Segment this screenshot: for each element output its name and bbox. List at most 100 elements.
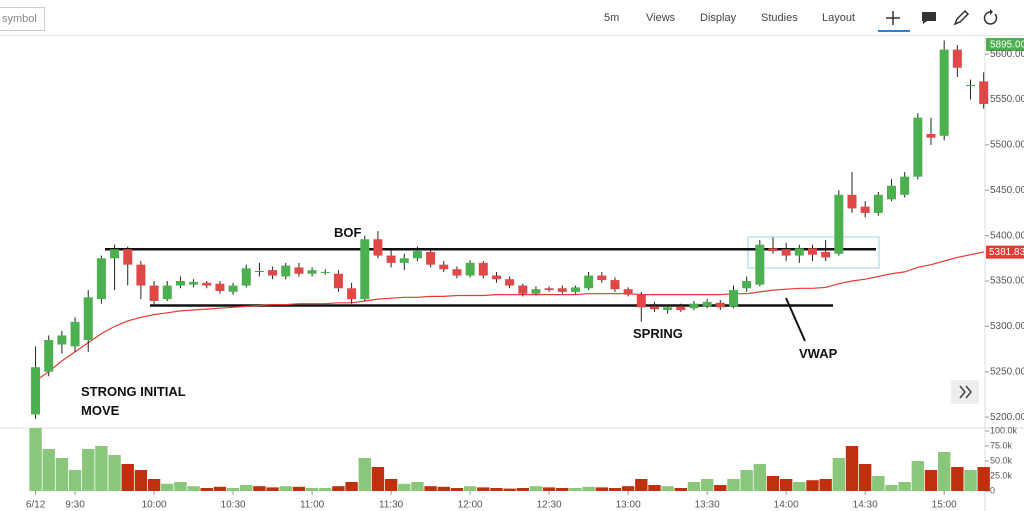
volume-bar xyxy=(674,488,688,491)
candle-body xyxy=(834,194,844,254)
candle-body xyxy=(702,301,712,307)
candle-body xyxy=(399,258,409,263)
candle-body xyxy=(202,282,212,286)
candle-body xyxy=(83,297,93,340)
candle-body xyxy=(175,281,185,286)
volume-bar xyxy=(371,467,385,491)
layout-menu[interactable]: Layout xyxy=(822,12,856,24)
x-tick-label: 13:30 xyxy=(695,500,720,511)
volume-bar xyxy=(582,486,595,491)
volume-bar xyxy=(595,487,608,491)
candle-body xyxy=(505,279,515,286)
y-tick-label: 5300.00 xyxy=(990,321,1024,332)
views-menu[interactable]: Views xyxy=(646,12,676,24)
candle-body xyxy=(241,268,251,286)
candle-body xyxy=(189,281,199,285)
annotation: STRONG INITIAL xyxy=(81,384,186,399)
y-tick-label: 5200.00 xyxy=(990,412,1024,423)
symbol-input[interactable]: symbol xyxy=(0,7,45,31)
candle-body xyxy=(649,306,659,310)
candle-body xyxy=(544,288,554,291)
volume-bar xyxy=(608,488,622,491)
volume-bar xyxy=(174,482,187,491)
annotation: MOVE xyxy=(81,403,120,418)
x-tick-label: 15:00 xyxy=(932,500,957,511)
crosshair-icon[interactable] xyxy=(884,9,902,27)
studies-menu[interactable]: Studies xyxy=(761,12,798,24)
candle-body xyxy=(373,239,383,256)
candle-body xyxy=(307,270,317,274)
x-tick-label: 14:00 xyxy=(774,500,799,511)
candle-body xyxy=(347,288,357,300)
volume-bar xyxy=(55,458,69,491)
candle-body xyxy=(584,275,594,289)
candle-body xyxy=(557,288,567,292)
volume-bar xyxy=(714,485,727,491)
last-price-label: 5895.00 xyxy=(990,40,1024,51)
volume-bar xyxy=(68,470,82,491)
candle-body xyxy=(268,270,278,276)
reset-icon[interactable] xyxy=(982,9,1000,27)
y-tick-label: 5500.00 xyxy=(990,140,1024,151)
volume-bar xyxy=(95,446,108,491)
volume-bar xyxy=(450,488,464,491)
candle-body xyxy=(939,49,949,136)
candle-body xyxy=(333,273,343,289)
volume-bar xyxy=(279,486,292,491)
candle-body xyxy=(979,81,989,105)
volume-bar xyxy=(832,458,846,491)
candle-body xyxy=(768,248,778,252)
candle-body xyxy=(873,194,883,213)
volume-tick-label: 25.0k xyxy=(990,470,1013,480)
x-tick-label: 11:00 xyxy=(300,500,325,511)
y-tick-label: 5600.00 xyxy=(990,49,1024,60)
candle-body xyxy=(254,271,264,273)
x-tick-label: 12:00 xyxy=(458,500,483,511)
draw-icon[interactable] xyxy=(952,9,970,27)
volume-bar xyxy=(134,470,148,491)
display-menu[interactable]: Display xyxy=(700,12,737,24)
volume-tick-label: 50.0k xyxy=(990,455,1013,465)
candle-body xyxy=(728,290,738,307)
candle-body xyxy=(900,176,910,195)
volume-bar xyxy=(226,488,240,491)
y-tick-label: 5350.00 xyxy=(990,276,1024,287)
comment-icon[interactable] xyxy=(920,9,938,27)
x-tick-label: 10:00 xyxy=(142,500,167,511)
volume-bar xyxy=(661,486,674,491)
candle-body xyxy=(57,335,67,345)
candle-body xyxy=(426,251,436,265)
candle-body xyxy=(518,285,528,294)
candle-body xyxy=(821,251,831,258)
candle-body xyxy=(70,321,80,347)
x-tick-label: 6/12 xyxy=(26,500,46,511)
vwap-tag-label: 5381.83 xyxy=(989,247,1024,258)
candle-body xyxy=(597,275,607,281)
volume-bar xyxy=(437,486,450,491)
volume-bar xyxy=(779,479,793,491)
volume-bar xyxy=(319,488,332,491)
volume-bar xyxy=(292,486,306,491)
candle-body xyxy=(755,244,765,285)
volume-bar xyxy=(411,482,424,491)
candle-body xyxy=(636,294,646,308)
volume-bar xyxy=(648,485,661,491)
volume-bar xyxy=(911,461,925,491)
candle-body xyxy=(623,289,633,295)
active-indicator xyxy=(878,30,910,32)
candle-body xyxy=(491,275,501,280)
candle-body xyxy=(123,249,133,265)
volume-bar xyxy=(516,488,529,491)
volume-bar xyxy=(898,482,911,491)
interval-menu[interactable]: 5m xyxy=(604,12,620,24)
last-price-tag xyxy=(986,38,1024,51)
volume-bar xyxy=(121,464,134,491)
volume-bar xyxy=(108,455,121,491)
candle-body xyxy=(465,262,475,276)
volume-bar xyxy=(398,483,411,491)
candle-body xyxy=(31,367,41,415)
candle-body xyxy=(689,303,699,309)
candle-body xyxy=(478,262,488,276)
volume-bar xyxy=(845,446,859,491)
candle-body xyxy=(807,248,817,255)
